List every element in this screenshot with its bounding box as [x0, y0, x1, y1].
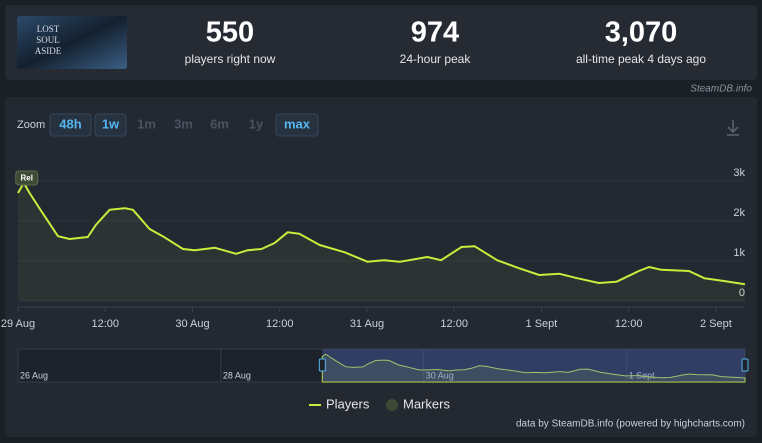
navigator-selection[interactable] [322, 349, 745, 382]
legend-label[interactable]: Markers [403, 396, 450, 411]
x-tick-label: 12:00 [266, 318, 294, 330]
x-tick-label: 1 Sept [526, 318, 558, 330]
legend-swatch [386, 399, 398, 411]
marker-flag [15, 170, 39, 186]
zoom-button-label: 1m [137, 116, 156, 131]
marker-label: Rel [20, 174, 32, 183]
download-icon[interactable] [727, 120, 739, 136]
x-tick-label: 31 Aug [350, 318, 384, 330]
zoom-button-label: 1w [102, 116, 120, 131]
navigator-line [321, 353, 746, 383]
x-tick-label: 30 Aug [175, 318, 209, 330]
game-image [17, 16, 127, 69]
stat-label: all-time peak 4 days ago [576, 52, 706, 66]
y-tick-label: 3k [733, 167, 745, 179]
x-tick-label: 12:00 [615, 318, 643, 330]
y-tick-label: 0 [739, 287, 745, 299]
logo-text: ASIDE [35, 46, 62, 56]
stat-label: 24-hour peak [400, 52, 472, 66]
stat-value: 3,070 [605, 17, 678, 49]
zoom-label: Zoom [17, 119, 45, 131]
stat-label: players right now [185, 52, 276, 66]
stats-panel [5, 5, 757, 80]
zoom-button-label: 3m [174, 116, 193, 131]
zoom-button-label: 1y [249, 116, 264, 131]
logo-text: SOUL [36, 35, 60, 45]
x-tick-label: 12:00 [440, 318, 468, 330]
navigator [17, 348, 746, 383]
navigator-handle[interactable] [741, 358, 749, 372]
zoom-button[interactable] [275, 113, 319, 137]
x-tick-label: 2 Sept [700, 318, 732, 330]
navigator-tick-label: 30 Aug [426, 370, 454, 380]
series-line [17, 182, 746, 286]
navigator-tick-label: 26 Aug [20, 370, 48, 380]
navigator-tick-label: 28 Aug [223, 370, 251, 380]
logo-text: LOST [37, 24, 60, 34]
stat-value: 550 [206, 17, 254, 49]
y-tick-label: 1k [733, 247, 745, 259]
zoom-button-label: max [284, 116, 311, 131]
navigator-handle[interactable] [318, 358, 326, 372]
x-tick-label: 29 Aug [1, 318, 35, 330]
zoom-button-label: 6m [210, 116, 229, 131]
stat-value: 974 [411, 17, 459, 49]
zoom-button-label: 48h [59, 116, 81, 131]
credit: data by SteamDB.info (powered by highcha… [516, 419, 745, 430]
series-area [18, 183, 745, 301]
zoom-button[interactable] [49, 113, 92, 137]
zoom-button[interactable] [94, 113, 127, 137]
source: SteamDB.info [690, 84, 752, 95]
legend-label[interactable]: Players [326, 396, 370, 411]
x-tick-label: 12:00 [91, 318, 119, 330]
y-tick-label: 2k [733, 207, 745, 219]
navigator-tick-label: 1 Sept [629, 370, 656, 380]
